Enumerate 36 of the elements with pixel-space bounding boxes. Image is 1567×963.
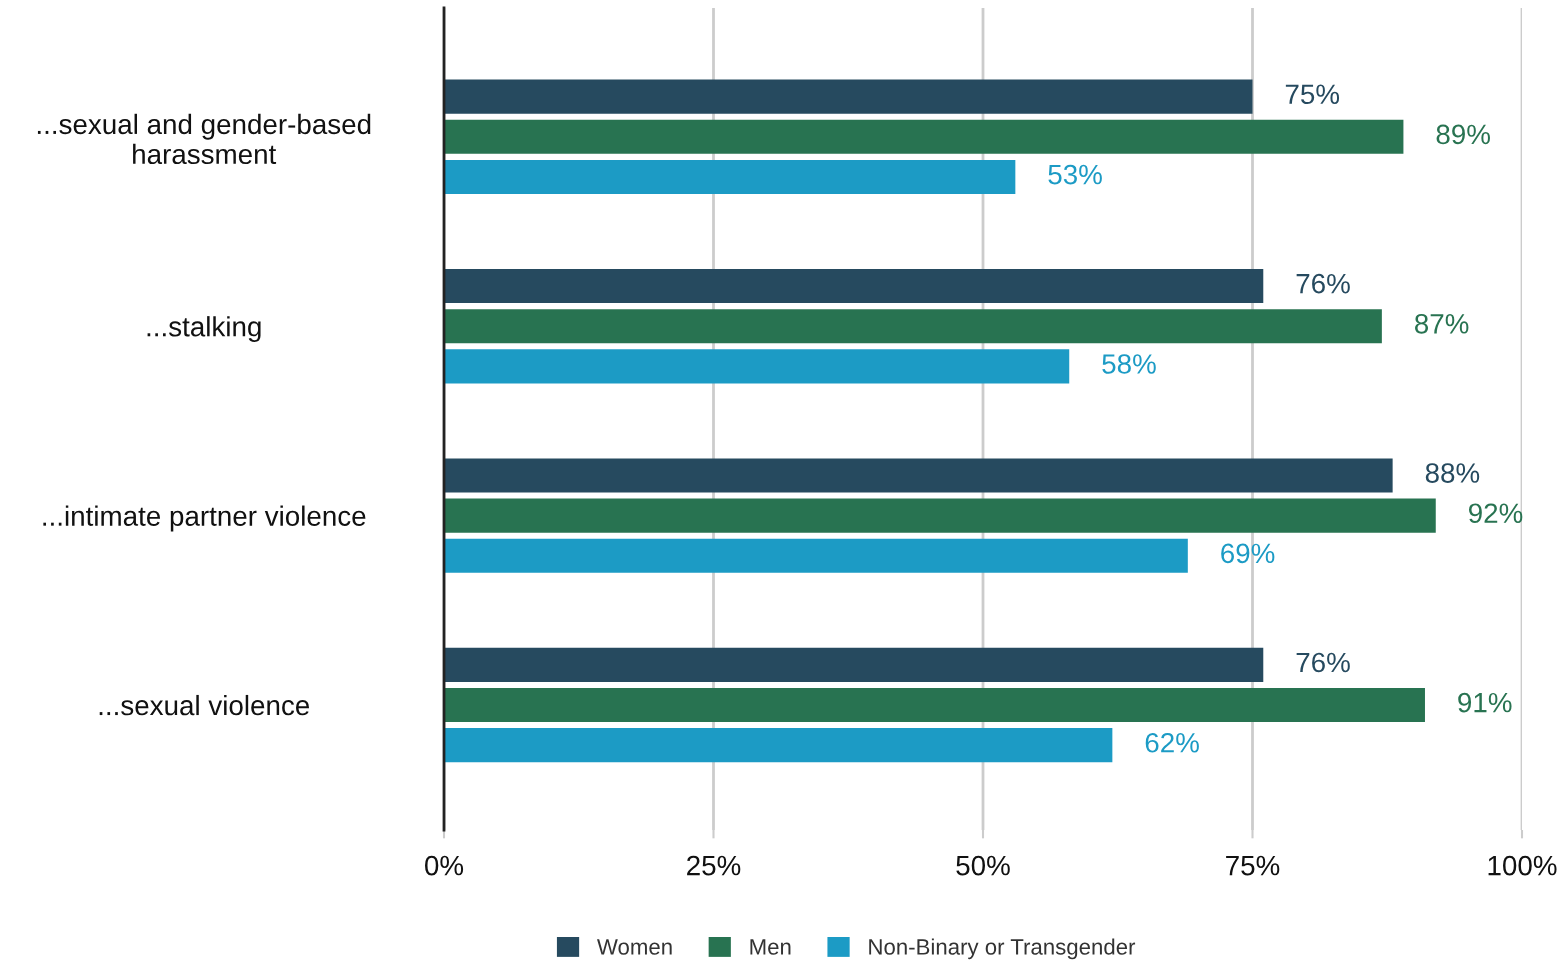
bar xyxy=(444,498,1436,533)
y-tick-label: ...sexual and gender-based harassment xyxy=(37,113,371,165)
bar xyxy=(444,309,1382,344)
legend-label: Men xyxy=(750,939,791,955)
bar xyxy=(444,79,1253,114)
x-tick-label: 100% xyxy=(1488,855,1557,876)
data-label: 76% xyxy=(1296,273,1350,294)
data-label: 87% xyxy=(1415,313,1469,334)
data-label: 75% xyxy=(1285,84,1340,105)
data-label: 91% xyxy=(1458,692,1512,713)
bar xyxy=(444,119,1404,154)
bar xyxy=(444,687,1425,723)
x-tick-label: 25% xyxy=(687,855,741,876)
bar xyxy=(444,349,1070,384)
x-tick-label: 75% xyxy=(1226,855,1280,876)
data-label: 88% xyxy=(1425,463,1480,483)
data-label: 76% xyxy=(1296,652,1350,673)
bar xyxy=(444,458,1393,493)
bar xyxy=(444,728,1113,763)
y-tick-label: ...sexual violence xyxy=(99,694,310,716)
bar xyxy=(444,268,1264,304)
y-tick-label: ...stalking xyxy=(147,316,261,343)
data-label: 69% xyxy=(1221,543,1275,564)
data-label: 58% xyxy=(1102,354,1156,374)
legend-label: Non-Binary or Transgender xyxy=(869,938,1136,960)
x-tick-label: 50% xyxy=(956,855,1010,876)
data-label: 53% xyxy=(1048,164,1102,185)
bar xyxy=(444,647,1264,682)
y-tick-label: ...intimate partner violence xyxy=(43,505,366,532)
data-label: 89% xyxy=(1436,124,1490,145)
legend-label: Women xyxy=(597,939,672,955)
x-tick-label: 0% xyxy=(425,855,464,876)
data-label: 62% xyxy=(1145,732,1199,753)
data-label: 92% xyxy=(1469,503,1523,524)
bar xyxy=(444,538,1188,573)
bar xyxy=(444,159,1016,194)
